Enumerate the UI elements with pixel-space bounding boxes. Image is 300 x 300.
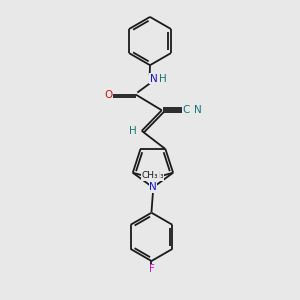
Text: N: N	[150, 74, 158, 84]
Text: H: H	[159, 74, 167, 84]
Text: O: O	[105, 90, 113, 100]
Text: CH₃: CH₃	[142, 171, 158, 180]
Text: N: N	[149, 182, 157, 192]
Text: H: H	[129, 126, 137, 136]
Text: C: C	[182, 105, 190, 115]
Text: CH₃: CH₃	[147, 171, 164, 180]
Text: F: F	[148, 264, 154, 274]
Text: N: N	[194, 105, 202, 115]
